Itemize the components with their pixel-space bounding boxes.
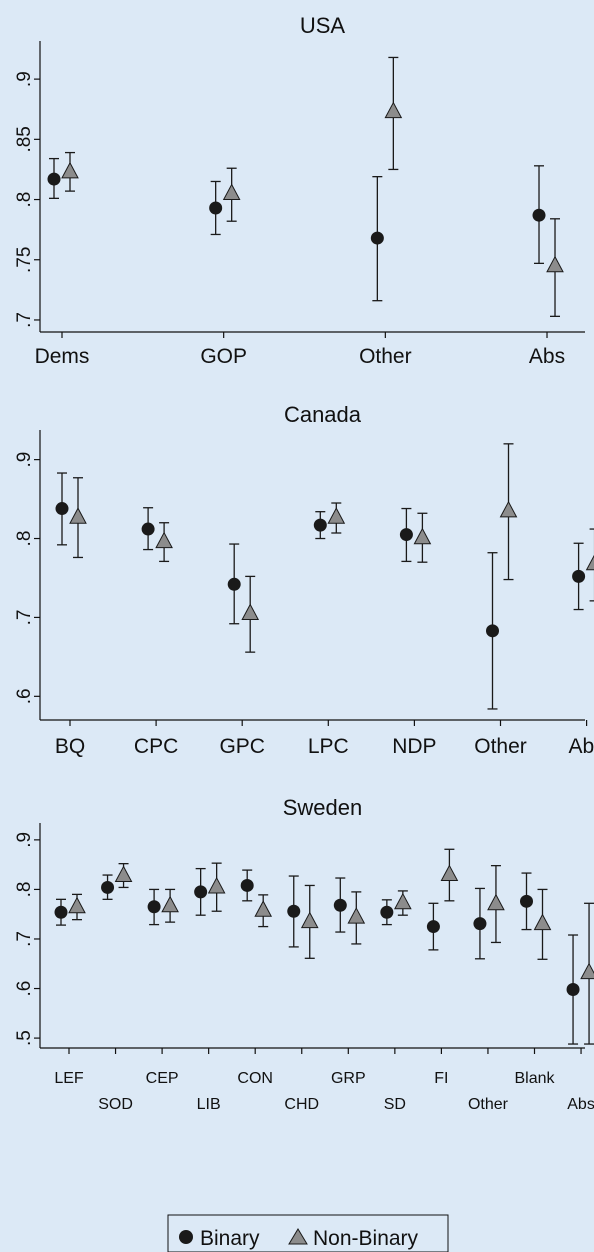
nonbinary-point [499, 500, 518, 518]
x-tick-label: GOP [200, 345, 247, 368]
nonbinary-point [384, 101, 403, 119]
nonbinary-point [114, 865, 133, 883]
y-tick-label: .8 [14, 192, 35, 208]
nonbinary-point [69, 507, 87, 524]
y-tick-label: .9 [14, 832, 35, 848]
binary-point [101, 880, 115, 894]
x-tick-label: CPC [134, 735, 178, 758]
panel-canada: Canada .6 .7 .8 .9 BQ CPC GPC LPC NDP Other Abs [14, 402, 594, 758]
y-tick-label: .7 [14, 931, 35, 947]
x-tick-label: Abs [569, 735, 594, 758]
x-tick-label: Abs [529, 345, 565, 368]
nonbinary-point [347, 907, 366, 924]
nonbinary-point [546, 255, 564, 273]
binary-point [287, 904, 301, 918]
legend-nonbinary-label: Non-Binary [313, 1227, 419, 1250]
binary-point [473, 917, 487, 931]
x-tick-label: NDP [392, 735, 436, 758]
legend-nonbinary-marker [288, 1228, 308, 1245]
y-tick-label: .75 [14, 247, 35, 273]
x-tick-label: SD [384, 1096, 406, 1113]
x-tick-label: CEP [146, 1070, 179, 1087]
x-tick-label: GPC [219, 735, 265, 758]
nonbinary-point [222, 183, 241, 201]
binary-point [141, 522, 155, 536]
x-tick-label: GRP [331, 1070, 366, 1087]
binary-point [147, 900, 161, 914]
binary-point [47, 172, 61, 186]
x-tick-label: CON [237, 1070, 273, 1087]
binary-point [227, 577, 241, 591]
binary-point [240, 878, 254, 892]
nonbinary-point [440, 864, 459, 882]
binary-point [426, 920, 440, 934]
nonbinary-point [254, 900, 273, 917]
x-tick-label: Dems [35, 345, 90, 368]
nonbinary-point [300, 911, 319, 929]
y-tick-label: .8 [14, 881, 35, 897]
binary-point [209, 201, 223, 215]
panel-title: Canada [284, 402, 362, 427]
y-tick-label: .9 [14, 452, 35, 468]
nonbinary-point [241, 603, 260, 620]
x-tick-label: BQ [55, 735, 85, 758]
y-tick-label: .8 [14, 531, 35, 547]
nonbinary-point [533, 913, 552, 931]
legend: Binary Non-Binary [167, 1214, 449, 1252]
binary-point [54, 905, 68, 919]
x-tick-label: Abs [567, 1096, 594, 1113]
nonbinary-point [487, 893, 505, 911]
x-tick-label: CHD [284, 1096, 319, 1113]
y-tick-label: .5 [14, 1030, 35, 1046]
nonbinary-point [161, 895, 179, 913]
binary-point [55, 502, 69, 516]
panel-sweden: Sweden .5 .6 .7 .8 .9 LEF SOD CEP LIB CON CHD GRP SD F… [14, 795, 594, 1113]
x-tick-label: Other [468, 1096, 509, 1113]
nonbinary-point [327, 507, 346, 524]
nonbinary-point [580, 962, 594, 980]
binary-point [313, 518, 327, 532]
nonbinary-point [585, 554, 594, 571]
binary-point [370, 231, 384, 245]
panel-title: USA [300, 13, 346, 38]
x-tick-label: LIB [197, 1096, 221, 1113]
binary-point [532, 208, 546, 222]
nonbinary-point [207, 876, 226, 894]
nonbinary-point [413, 527, 432, 545]
y-tick-label: .7 [14, 312, 35, 328]
legend-binary-label: Binary [200, 1227, 260, 1250]
nonbinary-point [155, 531, 173, 549]
binary-point [566, 983, 580, 997]
binary-point [380, 905, 394, 919]
y-tick-label: .6 [14, 981, 35, 997]
panel-usa: USA .7 .75 .8 .85 .9 Dems GOP Other Abs [14, 13, 585, 368]
x-tick-label: LPC [308, 735, 349, 758]
nonbinary-point [61, 161, 79, 179]
binary-point [520, 894, 533, 908]
y-tick-label: .9 [14, 71, 35, 87]
x-tick-label: FI [434, 1070, 448, 1087]
x-tick-label: SOD [98, 1096, 133, 1113]
y-tick-label: .85 [14, 126, 35, 152]
y-tick-label: .6 [14, 688, 35, 704]
y-tick-label: .7 [14, 609, 35, 625]
binary-point [572, 569, 586, 583]
binary-point [333, 898, 347, 912]
binary-point [486, 624, 499, 638]
nonbinary-point [394, 892, 412, 910]
nonbinary-point [68, 896, 86, 914]
panel-title: Sweden [283, 795, 363, 820]
legend-binary-marker [179, 1230, 193, 1244]
x-tick-label: Other [359, 345, 412, 368]
x-tick-label: Other [474, 735, 527, 758]
x-tick-label: LEF [54, 1070, 84, 1087]
binary-point [194, 885, 208, 899]
legend-box [167, 1214, 449, 1252]
binary-point [399, 528, 413, 542]
x-tick-label: Blank [514, 1070, 555, 1087]
